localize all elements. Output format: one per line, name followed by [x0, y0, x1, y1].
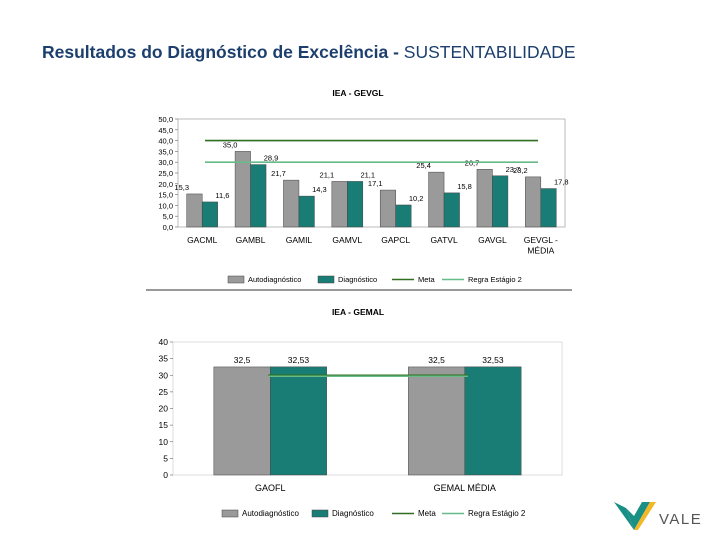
y-tick-label: 30,0 [158, 158, 173, 167]
bar-diagnostico-gambl [250, 164, 267, 228]
data-label: 17,1 [368, 179, 383, 188]
chart-divider [146, 289, 572, 291]
data-label: 28,9 [264, 154, 279, 163]
legend-label-diagnostico: Diagnóstico [332, 509, 374, 518]
vale-logo-text: VALE [659, 511, 702, 528]
bar-autodiagnostico-gamvl [331, 181, 348, 228]
data-label: 17,8 [554, 178, 569, 187]
legend-swatch-autodiagnostico [221, 509, 239, 518]
x-category-label: GACML [187, 235, 218, 245]
slide-title-main: Resultados do Diagnóstico de Excelência … [42, 42, 399, 62]
y-tick-label: 5,0 [163, 212, 173, 221]
bar-diagnostico-gamvl [347, 181, 364, 228]
data-label: 32,5 [428, 355, 445, 365]
data-label: 15,8 [457, 182, 472, 191]
y-tick-label: 10 [159, 437, 169, 447]
data-label: 25,4 [416, 161, 431, 170]
y-tick-label: 15,0 [158, 191, 173, 200]
legend-label-regra-estagio-2: Regra Estágio 2 [468, 509, 526, 518]
y-tick-label: 40 [159, 337, 169, 347]
bar-autodiagnostico-gevgl-media [525, 176, 542, 228]
x-category-label: GAMVL [332, 235, 362, 245]
chart-title: IEA - GEVGL [332, 88, 383, 98]
data-label: 21,7 [271, 169, 286, 178]
data-label: 14,3 [312, 185, 327, 194]
x-category-label: GAMIL [286, 235, 313, 245]
y-tick-label: 45,0 [158, 126, 173, 135]
data-label: 35,0 [223, 140, 238, 149]
y-tick-label: 10,0 [158, 201, 173, 210]
bar-diagnostico-gevgl-media [540, 188, 557, 228]
bar-diagnostico-gacml [201, 201, 218, 228]
bar-diagnostico-gapcl [395, 204, 412, 228]
data-label: 32,5 [234, 355, 251, 365]
data-label: 15,3 [174, 183, 189, 192]
legend-swatch-autodiagnostico [227, 275, 245, 284]
bar-autodiagnostico-gacml [186, 193, 203, 228]
vale-logo-icon: VALE [614, 502, 702, 530]
bar-diagnostico-gatvl [443, 192, 460, 228]
data-label: 23,2 [513, 166, 528, 175]
legend-label-meta: Meta [418, 275, 436, 284]
bar-autodiagnostico-gavgl [476, 169, 493, 228]
bar-diagnostico-gemal-media [464, 366, 522, 476]
data-label: 32,53 [482, 355, 504, 365]
data-label: 32,53 [288, 355, 310, 365]
bar-autodiagnostico-gemal-media [408, 366, 465, 476]
slide-title-sub: SUSTENTABILIDADE [403, 42, 576, 62]
y-tick-label: 35,0 [158, 147, 173, 156]
data-label: 23,7 [506, 165, 521, 174]
bar-autodiagnostico-gamil [283, 179, 300, 228]
chart-title: IEA - GEMAL [332, 307, 384, 317]
y-tick-label: 50,0 [158, 115, 173, 124]
y-tick-label: 5 [163, 453, 168, 463]
x-category-label: GAOFL [255, 483, 286, 493]
data-label: 21,1 [360, 170, 375, 179]
x-category-label: GATVL [430, 235, 458, 245]
x-category-label: GEMAL MÉDIA [434, 483, 496, 493]
y-tick-label: 30 [159, 370, 169, 380]
x-category-label: GAVGL [478, 235, 507, 245]
legend-label-meta: Meta [418, 509, 436, 518]
y-tick-label: 40,0 [158, 137, 173, 146]
legend-label-autodiagnostico: Autodiagnóstico [242, 509, 299, 518]
data-label: 21,1 [320, 170, 335, 179]
chart-iea-gevgl: IEA - GEVGL 0,0 5,0 10,015,0 20,0 25,0 30,0 35,… [158, 88, 569, 284]
y-tick-label: 15 [159, 420, 169, 430]
x-category-label: GAPCL [381, 235, 410, 245]
y-tick-label: 0 [163, 470, 168, 480]
slide-title: Resultados do Diagnóstico de Excelência … [42, 42, 576, 63]
bar-diagnostico-gaofl [270, 366, 327, 476]
legend-label-diagnostico: Diagnóstico [338, 275, 377, 284]
vale-logo: VALE [612, 494, 712, 534]
y-tick-label: 35 [159, 354, 169, 364]
bar-autodiagnostico-gatvl [428, 171, 445, 228]
y-tick-label: 0,0 [163, 223, 173, 232]
data-label: 10,2 [409, 194, 424, 203]
legend-swatch-diagnostico [311, 509, 329, 518]
x-category-label: GEVGL -MÉDIA [524, 235, 558, 256]
legend-swatch-diagnostico [317, 275, 335, 284]
y-tick-label: 20 [159, 404, 169, 414]
data-label: 11,6 [215, 191, 229, 200]
y-tick-label: 25,0 [158, 169, 173, 178]
bar-autodiagnostico-gapcl [379, 189, 396, 228]
x-category-label: GAMBL [236, 235, 266, 245]
bar-diagnostico-gamil [298, 195, 315, 228]
bar-diagnostico-gavgl [492, 175, 509, 228]
bar-autodiagnostico-gaofl [213, 366, 271, 476]
y-tick-label: 25 [159, 387, 169, 397]
chart-iea-gemal: IEA - GEMAL 0 5 10 15 20 25 30 35 40 32,5 32,53 GAOF… [159, 307, 563, 518]
y-tick-label: 20,0 [158, 180, 173, 189]
legend-label-autodiagnostico: Autodiagnóstico [248, 275, 301, 284]
legend-label-regra-estagio-2: Regra Estágio 2 [468, 275, 522, 284]
